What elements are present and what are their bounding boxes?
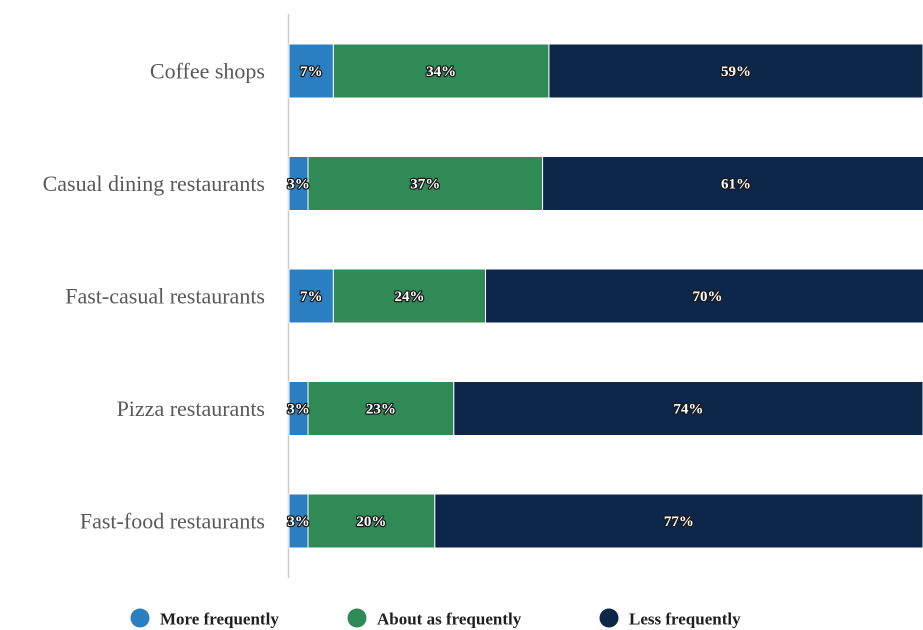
data-label-casual-dining-restaurants-more-frequently: 3%: [287, 177, 310, 193]
legend-swatch-about-as-frequently: [347, 608, 367, 628]
data-label-fast-casual-restaurants-more-frequently: 7%: [300, 289, 323, 305]
category-label-fast-food-restaurants: Fast-food restaurants: [80, 509, 265, 534]
data-label-pizza-restaurants-less-frequently: 74%: [673, 402, 703, 418]
legend-swatch-more-frequently: [130, 608, 150, 628]
legend-item-less-frequently: Less frequently: [599, 608, 741, 629]
data-label-coffee-shops-more-frequently: 7%: [300, 64, 323, 80]
legend-label-less-frequently: Less frequently: [629, 610, 741, 629]
data-labels: 7% 34% 59% 3% 37% 61% 7% 24% 70% 3% 23% 74% 3% 20% 77%: [286, 63, 752, 532]
bar-fast-casual-restaurants-about-as-frequently: [332, 268, 487, 324]
data-label-coffee-shops-about-as-frequently: 34%: [426, 64, 456, 80]
bar-casual-dining-restaurants-about-as-frequently: [307, 156, 544, 211]
bar-fast-food-restaurants-about-as-frequently: [307, 493, 436, 549]
legend: More frequently About as frequently Less f…: [130, 608, 741, 629]
bar-coffee-shops-about-as-frequently: [332, 43, 550, 99]
bar-fast-casual-restaurants-more-frequently: [288, 268, 334, 324]
bar-fast-food-restaurants-less-frequently: [434, 493, 923, 549]
bar-coffee-shops-less-frequently: [548, 43, 923, 99]
data-label-fast-food-restaurants-about-as-frequently: 20%: [356, 514, 386, 530]
data-label-casual-dining-restaurants-about-as-frequently: 37%: [410, 177, 440, 193]
bar-fast-casual-restaurants-less-frequently: [485, 268, 923, 324]
legend-label-more-frequently: More frequently: [160, 610, 279, 629]
legend-label-about-as-frequently: About as frequently: [377, 610, 522, 629]
data-label-pizza-restaurants-about-as-frequently: 23%: [366, 402, 396, 418]
data-label-casual-dining-restaurants-less-frequently: 61%: [721, 177, 751, 193]
legend-item-more-frequently: More frequently: [130, 608, 279, 629]
bar-casual-dining-restaurants-less-frequently: [542, 156, 923, 211]
legend-item-about-as-frequently: About as frequently: [347, 608, 522, 629]
data-label-pizza-restaurants-more-frequently: 3%: [287, 402, 310, 418]
bar-pizza-restaurants-less-frequently: [453, 381, 923, 436]
data-label-fast-casual-restaurants-less-frequently: 70%: [692, 289, 722, 305]
legend-swatch-less-frequently: [599, 608, 619, 628]
bar-pizza-restaurants-about-as-frequently: [307, 381, 455, 436]
data-label-coffee-shops-less-frequently: 59%: [721, 64, 751, 80]
bars-layer: [288, 43, 923, 549]
data-label-fast-food-restaurants-more-frequently: 3%: [287, 514, 310, 530]
data-label-fast-food-restaurants-less-frequently: 77%: [664, 514, 694, 530]
category-label-casual-dining-restaurants: Casual dining restaurants: [43, 171, 265, 196]
category-label-coffee-shops: Coffee shops: [150, 59, 265, 84]
category-label-pizza-restaurants: Pizza restaurants: [117, 396, 265, 421]
category-label-fast-casual-restaurants: Fast-casual restaurants: [65, 284, 265, 309]
category-labels: Coffee shops Casual dining restaurants Fas…: [43, 59, 265, 534]
data-label-fast-casual-restaurants-about-as-frequently: 24%: [394, 289, 424, 305]
